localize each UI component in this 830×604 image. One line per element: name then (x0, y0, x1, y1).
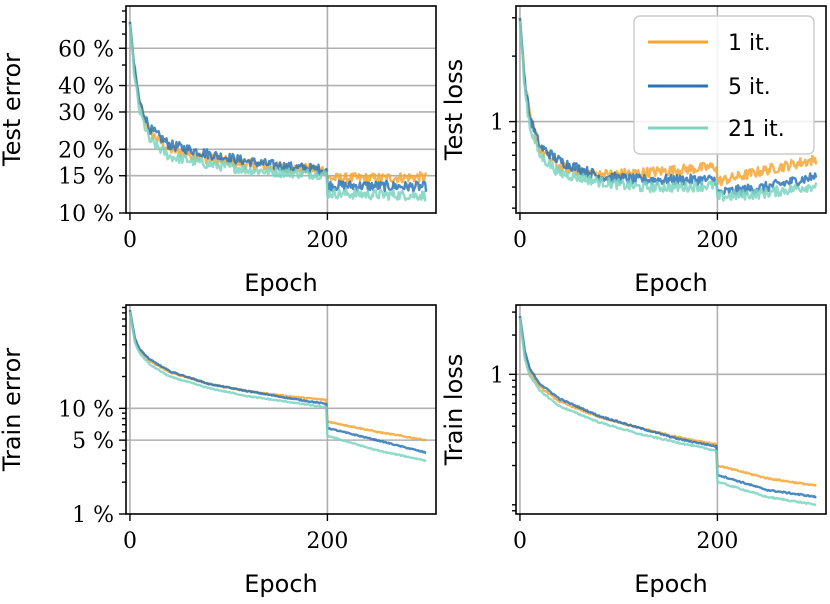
legend-label-2: 5 it. (728, 75, 771, 100)
ytick-label-5: 5 % (72, 429, 114, 454)
xtick-label-200: 200 (306, 529, 348, 554)
ylabel-train-error: Train error (0, 348, 26, 472)
xlabel-test-error: Epoch (244, 269, 318, 297)
panel-train-loss: 0 200 1 Epoch Train loss (440, 304, 827, 598)
xtick-label-200: 200 (306, 228, 348, 253)
series-test-error-2 (128, 21, 428, 193)
legend-label-3: 21 it. (728, 117, 785, 142)
ytick-label-15: 15 % (58, 165, 114, 190)
xtick-label-0: 0 (123, 529, 137, 554)
ytick-label-30: 30 % (58, 101, 114, 126)
series-train-loss-3 (518, 317, 817, 507)
series-train-error-2 (128, 309, 427, 455)
ylabel-test-loss: Test loss (440, 59, 468, 161)
xtick-label-200: 200 (696, 228, 738, 253)
ytick-label-1: 1 (490, 111, 504, 136)
xlabel-test-loss: Epoch (634, 269, 708, 297)
legend-label-1: 1 it. (728, 31, 771, 56)
frame-train-error (125, 304, 437, 515)
frame-test-loss (515, 5, 827, 214)
ytick-label-1: 1 % (72, 503, 114, 528)
series-test-error-3 (128, 23, 427, 202)
xtick-label-200: 200 (696, 529, 738, 554)
xlabel-train-error: Epoch (244, 570, 318, 598)
series-train-loss-2 (518, 315, 817, 499)
xtick-label-0: 0 (513, 228, 527, 253)
series-test-loss-3 (518, 20, 818, 202)
frame-train-loss (515, 304, 827, 515)
panel-train-error: 0 200 1 % 5 % 10 % Epoch Train error (0, 304, 437, 598)
ytick-label-20: 20 % (58, 138, 114, 163)
ytick-label-1: 1 (490, 363, 504, 388)
series-train-error-3 (128, 311, 427, 463)
ytick-label-10: 10 % (58, 202, 114, 227)
frame-test-error (125, 5, 437, 214)
legend-frame (633, 15, 815, 155)
ylabel-train-loss: Train loss (440, 354, 468, 467)
xlabel-train-loss: Epoch (634, 570, 708, 598)
panel-test-error: 0 200 10 % 15 %20 % 30 %40 % 60 % Epoch Test er… (0, 5, 437, 297)
ytick-label-40: 40 % (58, 75, 114, 100)
ytick-label-10: 10 % (58, 397, 114, 422)
ytick-label-60: 60 % (58, 37, 114, 62)
ylabel-test-error: Test error (0, 53, 26, 167)
series-train-error-1 (128, 309, 427, 442)
xtick-label-0: 0 (513, 529, 527, 554)
panel-test-loss: 0 200 1 Epoch Test loss (440, 5, 827, 297)
series-test-loss-1 (518, 17, 818, 187)
legend: 1 it. 5 it. 21 it. (633, 15, 815, 155)
xtick-label-0: 0 (123, 228, 137, 253)
